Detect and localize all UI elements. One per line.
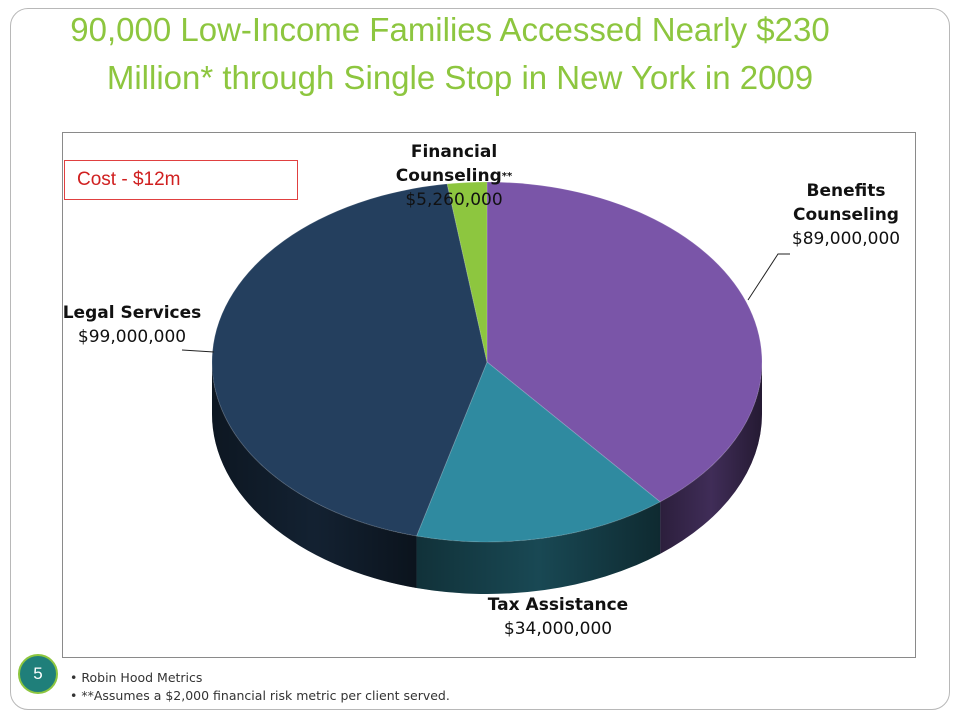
slice-name-3-0: Financial xyxy=(411,142,497,162)
slice-name-0-1: Counseling xyxy=(793,205,899,225)
slice-value-1: $34,000,000 xyxy=(504,619,612,639)
slice-label-1: Tax Assistance $34,000,000 xyxy=(488,595,628,639)
pie-side-shade-0 xyxy=(660,362,762,554)
slice-value-3: $5,260,000 xyxy=(405,190,502,210)
leader-line-0 xyxy=(747,253,790,301)
pie-slice-3 xyxy=(446,181,488,363)
slice-name-0-0: Benefits xyxy=(807,181,886,201)
footnote-1: • Robin Hood Metrics xyxy=(70,670,203,685)
slice-name-2-0: Legal Services xyxy=(63,303,202,323)
slide-title-line-1: 90,000 Low-Income Families Accessed Near… xyxy=(70,11,830,48)
slice-label-3: Financial Counseling** $5,260,000 xyxy=(396,142,513,210)
cost-note: Cost - $12m xyxy=(64,160,298,200)
pie-side-shade-2 xyxy=(212,362,417,588)
slice-value-0: $89,000,000 xyxy=(792,229,900,249)
footnote-2: • **Assumes a $2,000 financial risk metr… xyxy=(70,688,450,703)
slide-frame xyxy=(10,8,950,710)
footnote-1-text: Robin Hood Metrics xyxy=(81,670,203,685)
slide-title-line-2: Million* through Single Stop in New York… xyxy=(106,59,814,96)
slice-labels: Benefits Counseling $89,000,000 Tax Assista… xyxy=(63,142,900,639)
leader-line-2 xyxy=(181,349,215,353)
slice-name-3-1: Counseling** xyxy=(396,166,513,186)
pie-slices xyxy=(211,181,763,543)
pie-sides xyxy=(212,362,762,594)
slice-value-2: $99,000,000 xyxy=(78,327,186,347)
page-number-badge: 5 xyxy=(18,654,58,694)
slice-label-0: Benefits Counseling $89,000,000 xyxy=(792,181,900,249)
pie-slice-0 xyxy=(486,181,763,503)
slice-name-1-0: Tax Assistance xyxy=(488,595,628,615)
slice-label-2: Legal Services $99,000,000 xyxy=(63,303,202,347)
pie-side-shade-1 xyxy=(416,501,661,594)
leader-lines xyxy=(181,253,790,353)
pie-slice-1 xyxy=(415,361,662,543)
footnote-2-text: **Assumes a $2,000 financial risk metric… xyxy=(81,688,450,703)
